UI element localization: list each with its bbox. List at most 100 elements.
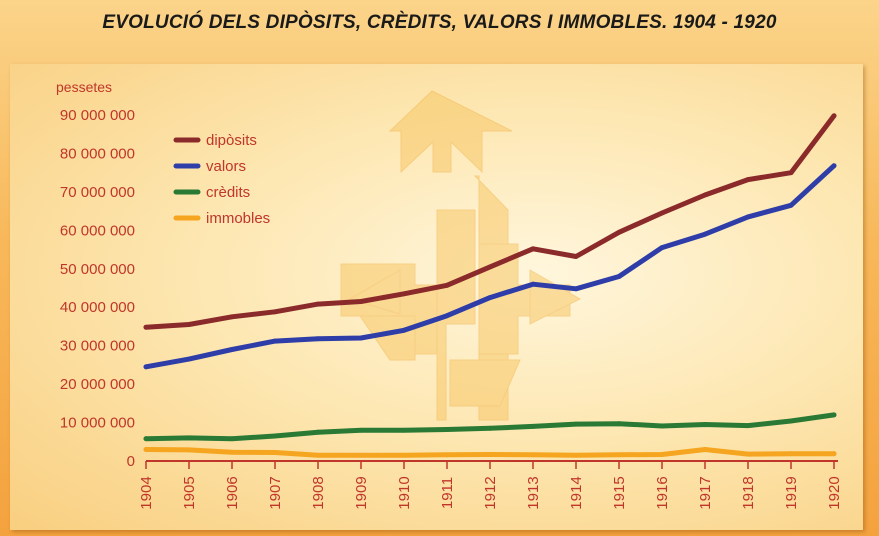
data-point	[831, 163, 837, 169]
data-point	[788, 202, 794, 208]
data-point	[358, 299, 364, 304]
data-point	[788, 170, 794, 176]
y-tick-label: 90 000 000	[60, 107, 135, 124]
data-point	[487, 295, 493, 301]
data-point	[401, 452, 407, 458]
data-point	[573, 421, 579, 427]
y-tick-label: 0	[127, 453, 135, 470]
data-point	[573, 286, 579, 292]
data-point	[831, 412, 837, 418]
data-point	[358, 427, 364, 433]
chart-title: EVOLUCIÓ DELS DIPÒSITS, CRÈDITS, VALORS …	[102, 12, 777, 33]
data-point	[358, 452, 364, 458]
data-point	[702, 422, 708, 427]
data-point	[272, 338, 278, 344]
data-point	[530, 246, 536, 252]
x-tick-label: 1919	[783, 476, 800, 509]
x-tick-label: 1911	[439, 477, 456, 509]
y-tick-label: 70 000 000	[60, 184, 135, 201]
data-point	[659, 452, 665, 457]
data-point	[831, 451, 837, 457]
y-tick-label: 50 000 000	[60, 261, 135, 278]
data-point	[573, 452, 579, 458]
data-point	[272, 450, 278, 455]
data-point	[444, 282, 450, 288]
x-tick-label: 1906	[224, 476, 241, 509]
data-point	[186, 356, 192, 362]
data-point	[745, 451, 751, 457]
y-tick-label: 30 000 000	[60, 338, 135, 355]
data-point	[616, 421, 622, 427]
data-point	[229, 449, 235, 455]
y-tick-label: 20 000 000	[60, 376, 135, 393]
watermark-arrow-logo	[340, 90, 582, 421]
x-tick-label: 1907	[267, 476, 284, 509]
data-point	[143, 324, 149, 330]
legend-label: dipòsits	[206, 132, 257, 149]
data-point	[401, 327, 407, 333]
line-chart: 0 10 000 000 20 000 000 30 000 000 40 000 00…	[56, 79, 843, 510]
x-tick-label: 1918	[740, 476, 757, 509]
data-point	[186, 435, 192, 441]
data-point	[659, 245, 665, 251]
data-point	[401, 291, 407, 297]
data-point	[444, 313, 450, 319]
data-point	[143, 364, 149, 370]
y-tick-label: 40 000 000	[60, 299, 135, 316]
data-point	[530, 281, 536, 287]
y-tick-label: 10 000 000	[60, 415, 135, 432]
data-point	[530, 424, 536, 429]
data-point	[702, 231, 708, 237]
x-tick-label: 1908	[310, 476, 327, 509]
data-point	[573, 254, 579, 259]
data-point	[788, 418, 794, 424]
y-tick-label: 60 000 000	[60, 222, 135, 239]
data-point	[315, 452, 321, 458]
x-tick-label: 1915	[611, 476, 628, 509]
data-point	[444, 452, 450, 458]
data-point	[702, 192, 708, 198]
data-point	[487, 452, 493, 457]
data-point	[745, 214, 751, 220]
data-point	[487, 425, 493, 431]
x-tick-label: 1916	[654, 476, 671, 509]
chart-panel: 0 10 000 000 20 000 000 30 000 000 40 000 00…	[10, 64, 863, 530]
data-point	[315, 336, 321, 342]
data-point	[143, 447, 149, 452]
data-point	[487, 264, 493, 270]
data-point	[659, 423, 665, 429]
data-point	[831, 113, 837, 119]
legend-label: immobles	[206, 210, 270, 227]
data-point	[745, 177, 751, 182]
x-tick-label: 1914	[568, 476, 585, 509]
legend-label: crèdits	[206, 184, 250, 201]
data-point	[272, 309, 278, 315]
y-tick-label: 80 000 000	[60, 145, 135, 162]
data-point	[616, 229, 622, 235]
x-tick-label: 1913	[525, 476, 542, 509]
data-point	[186, 322, 192, 327]
data-point	[229, 347, 235, 352]
x-tick-label: 1905	[181, 476, 198, 509]
data-point	[229, 436, 235, 442]
data-point	[401, 427, 407, 433]
data-point	[745, 423, 751, 429]
x-tick-label: 1912	[482, 476, 499, 509]
legend-label: valors	[206, 158, 246, 175]
data-point	[788, 451, 794, 457]
data-point	[143, 436, 149, 442]
data-point	[358, 335, 364, 341]
y-axis-label: pessetes	[56, 79, 112, 95]
data-point	[530, 452, 536, 458]
data-point	[272, 433, 278, 439]
data-point	[186, 447, 192, 453]
x-tick-label: 1904	[138, 476, 155, 509]
x-tick-label: 1909	[353, 476, 370, 509]
data-point	[616, 452, 622, 458]
data-point	[229, 314, 235, 320]
data-point	[444, 427, 450, 432]
x-tick-label: 1920	[826, 476, 843, 509]
x-tick-label: 1910	[396, 476, 413, 509]
data-point	[702, 447, 708, 452]
data-point	[616, 274, 622, 279]
